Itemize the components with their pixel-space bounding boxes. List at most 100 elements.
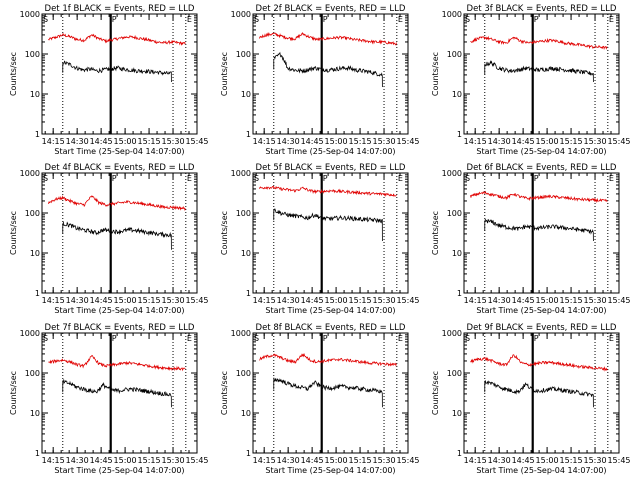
x-tick-label: 14:45 [90,456,113,465]
y-axis-label: Counts/sec [9,211,18,255]
events-series-line [62,221,172,250]
plot-frame [41,13,198,135]
y-tick-label: 10 [452,90,462,99]
x-tick-label: 14:15 [464,137,487,146]
x-axis-label: Start Time (25-Sep-04 14:07:00) [265,306,395,315]
x-tick-label: 15:00 [536,296,559,305]
x-axis-label: Start Time (25-Sep-04 14:07:00) [265,147,395,156]
x-tick-label: 15:30 [583,296,606,305]
x-axis-label: Start Time (25-Sep-04 14:07:00) [54,147,184,156]
y-tick-label: 10 [30,90,40,99]
x-tick-label: 15:15 [349,137,372,146]
x-tick-label: 15:45 [185,456,208,465]
panel-3: Det 3f BLACK = Events, RED = LLD 1 10 100 10… [431,4,631,156]
panel-9: Det 9f BLACK = Events, RED = LLD 1 10 100 10… [431,323,631,475]
y-axis-label: Counts/sec [431,52,440,96]
x-tick-label: 14:45 [90,137,113,146]
y-tick-label: 10 [30,409,40,418]
time-marker-label: P [534,15,539,24]
x-tick-label: 14:30 [66,137,89,146]
panel-title: Det 9f BLACK = Events, RED = LLD [467,323,617,333]
y-tick-label: 10 [241,90,251,99]
x-tick-label: 15:00 [536,456,559,465]
x-tick-label: 15:45 [607,137,630,146]
x-tick-label: 15:45 [185,296,208,305]
panel-title: Det 2f BLACK = Events, RED = LLD [256,4,406,14]
plot-frame [463,172,620,294]
y-axis-label: Counts/sec [431,211,440,255]
x-tick-label: 15:00 [325,456,348,465]
x-tick-label: 14:15 [253,456,276,465]
panel-8: Det 8f BLACK = Events, RED = LLD 1 10 100 10… [220,323,420,475]
x-tick-label: 14:45 [301,456,324,465]
panel-7: Det 7f BLACK = Events, RED = LLD 1 10 100 10… [9,323,209,475]
x-tick-label: 14:45 [512,296,535,305]
x-tick-label: 15:45 [396,456,419,465]
y-tick-label: 10 [241,249,251,258]
time-marker-label: P [112,334,117,343]
time-marker-label: E [609,334,614,343]
panel-title: Det 3f BLACK = Events, RED = LLD [467,4,617,14]
x-tick-label: 14:30 [66,296,89,305]
y-axis-label: Counts/sec [220,211,229,255]
y-tick-label: 1000 [442,329,462,338]
x-tick-label: 15:00 [114,137,137,146]
x-tick-label: 15:00 [325,296,348,305]
y-tick-label: 100 [25,50,40,59]
y-tick-label: 1000 [20,329,40,338]
x-tick-label: 15:45 [607,296,630,305]
x-tick-label: 15:30 [583,137,606,146]
panel-2: Det 2f BLACK = Events, RED = LLD 1 10 100 10… [220,4,420,156]
x-tick-label: 14:15 [42,456,65,465]
lld-series-line [470,190,608,204]
x-tick-label: 15:30 [583,456,606,465]
time-marker-label: S [43,334,48,343]
panel-4: Det 4f BLACK = Events, RED = LLD 1 10 100 10… [9,163,209,315]
y-tick-label: 100 [236,50,251,59]
time-marker-label: S [465,174,470,183]
y-tick-label: 100 [25,209,40,218]
x-tick-label: 14:30 [488,456,511,465]
lld-series-line [259,352,397,367]
time-marker-label: P [323,15,328,24]
y-tick-label: 1 [246,130,251,139]
y-tick-label: 100 [447,209,462,218]
time-marker-label: P [534,174,539,183]
y-tick-label: 1000 [442,169,462,178]
x-tick-label: 14:30 [277,456,300,465]
lld-series-line [259,185,397,197]
y-tick-label: 100 [447,369,462,378]
plot-frame [252,332,409,454]
y-tick-label: 1000 [442,10,462,19]
x-tick-label: 15:30 [372,296,395,305]
panel-title: Det 4f BLACK = Events, RED = LLD [45,163,195,173]
x-axis-label: Start Time (25-Sep-04 14:07:00) [54,306,184,315]
events-series-line [273,377,383,408]
x-tick-label: 14:15 [42,137,65,146]
x-tick-label: 14:30 [277,296,300,305]
y-tick-label: 100 [236,209,251,218]
plot-frame [252,13,409,135]
x-tick-label: 14:15 [464,296,487,305]
time-marker-label: S [465,334,470,343]
time-marker-label: P [323,334,328,343]
x-tick-label: 14:15 [253,296,276,305]
x-tick-label: 14:30 [277,137,300,146]
time-marker-label: S [254,334,259,343]
panel-title: Det 7f BLACK = Events, RED = LLD [45,323,195,333]
x-tick-label: 15:15 [138,456,161,465]
time-marker-label: P [112,15,117,24]
time-marker-label: E [398,15,403,24]
events-series-line [484,60,594,83]
x-tick-label: 14:45 [301,137,324,146]
y-tick-label: 1000 [231,169,251,178]
x-tick-label: 14:30 [488,137,511,146]
x-tick-label: 15:30 [161,296,184,305]
y-axis-label: Counts/sec [9,52,18,96]
x-tick-label: 15:30 [161,456,184,465]
events-series-line [273,208,383,242]
x-tick-label: 15:15 [560,137,583,146]
panel-5: Det 5f BLACK = Events, RED = LLD 1 10 100 10… [220,163,420,315]
time-marker-label: E [609,174,614,183]
